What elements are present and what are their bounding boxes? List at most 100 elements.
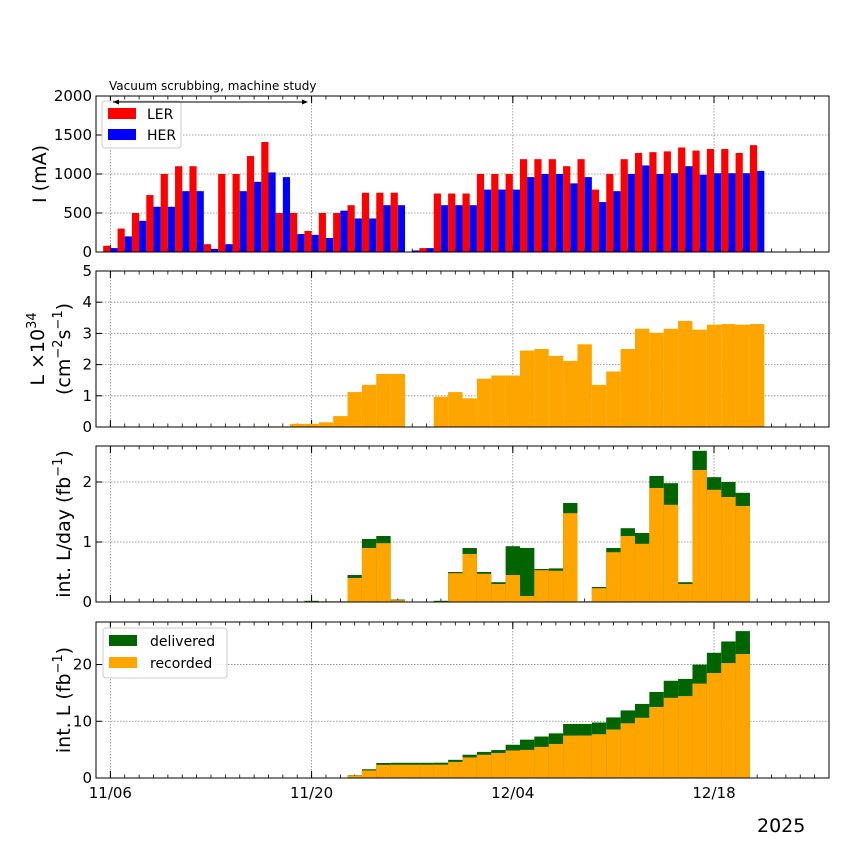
ler-bar xyxy=(448,193,456,252)
lumi-legend: delivered recorded xyxy=(102,627,228,679)
luminosity-bar xyxy=(433,396,449,427)
her-bar xyxy=(325,237,334,252)
her-bar xyxy=(599,202,607,252)
x-tick-label: 12/18 xyxy=(692,784,735,802)
luminosity-bar xyxy=(749,324,765,427)
luminosity-bar xyxy=(563,360,578,427)
luminosity-bar xyxy=(606,371,621,427)
recorded-bar xyxy=(649,488,664,602)
her-bar xyxy=(282,177,291,252)
annotation-arrow xyxy=(113,99,308,105)
recorded-bar xyxy=(347,775,362,778)
recorded-bar xyxy=(534,570,549,602)
ler-bar xyxy=(505,174,513,252)
recorded-bar xyxy=(376,764,391,778)
her-bar xyxy=(570,183,578,252)
luminosity-bar xyxy=(706,324,722,427)
luminosity-bar xyxy=(347,392,362,427)
ler-bar xyxy=(433,193,441,252)
luminosity-bar xyxy=(448,392,463,427)
her-bar xyxy=(498,189,506,252)
luminosity-bar xyxy=(505,375,520,427)
ler-bar xyxy=(347,205,355,252)
y-tick-label: 1500 xyxy=(54,126,92,144)
recorded-bar xyxy=(563,513,578,602)
her-bar xyxy=(440,205,449,252)
ler-bar xyxy=(131,213,140,252)
luminosity-bar xyxy=(318,422,334,427)
recorded-bar xyxy=(519,749,535,778)
y-axis-label-line2: (cm−2s−1) xyxy=(51,303,75,395)
y-tick-label: 3 xyxy=(82,324,92,342)
legend-swatch-ler xyxy=(108,108,136,119)
recorded-bar xyxy=(706,672,722,778)
ler-bar xyxy=(534,159,542,252)
legend-swatch-her xyxy=(108,129,136,140)
daily-lumi-panel: 0 1 2 int. L/day (fb−1) xyxy=(51,445,830,611)
luminosity-bar xyxy=(290,423,305,427)
her-bar xyxy=(167,206,176,252)
her-bar xyxy=(613,191,621,252)
ler-bar xyxy=(692,150,700,252)
annotation-text: Vacuum scrubbing, machine study xyxy=(109,79,316,93)
luminosity-bar xyxy=(491,375,506,427)
luminosity-bar xyxy=(548,355,564,427)
her-bar xyxy=(627,174,635,252)
her-bar xyxy=(714,173,722,252)
axes-frame xyxy=(95,95,830,253)
her-bar xyxy=(757,170,765,252)
luminosity-bar xyxy=(692,329,707,427)
her-bar xyxy=(196,191,204,252)
recorded-bar xyxy=(376,543,391,602)
recorded-bar xyxy=(634,717,650,778)
recorded-bar xyxy=(591,734,607,778)
recorded-bar xyxy=(577,735,592,778)
luminosity-bar xyxy=(534,349,549,427)
ler-bar xyxy=(591,189,600,252)
recorded-bar xyxy=(419,764,434,778)
her-bar xyxy=(153,206,161,252)
ler-bar xyxy=(678,147,686,252)
y-tick-label: 0 xyxy=(82,243,92,261)
recorded-bar xyxy=(390,600,406,602)
x-tick-label: 11/20 xyxy=(290,784,333,802)
x-tick-label: 11/06 xyxy=(89,784,132,802)
luminosity-bar xyxy=(376,373,391,427)
y-axis-label-line1: L ×1034 xyxy=(25,312,49,385)
ler-bar xyxy=(634,152,643,252)
recorded-bar xyxy=(721,663,736,778)
ler-bar xyxy=(749,145,758,252)
axes-frame xyxy=(95,270,830,428)
recorded-bar xyxy=(663,504,679,602)
ler-bar xyxy=(706,149,715,252)
luminosity-bar xyxy=(462,398,477,427)
ler-bar xyxy=(376,192,384,252)
luminosity-bar xyxy=(591,384,607,427)
recorded-bar xyxy=(462,757,477,778)
recorded-bar xyxy=(678,696,693,778)
y-tick-label: 5 xyxy=(82,262,92,280)
her-bar xyxy=(268,172,276,252)
luminosity-bar xyxy=(678,320,693,427)
legend-label-ler: LER xyxy=(147,107,174,123)
ler-bar xyxy=(419,248,427,252)
her-bar xyxy=(584,177,592,252)
luminosity-bar xyxy=(519,350,535,427)
ler-bar xyxy=(275,213,283,252)
ler-bar xyxy=(103,245,111,252)
her-bar xyxy=(670,173,679,252)
ler-bar xyxy=(649,152,657,252)
recorded-bar xyxy=(649,706,664,778)
legend-label-recorded: recorded xyxy=(150,656,212,672)
recorded-bar xyxy=(534,746,549,778)
ler-bar xyxy=(246,156,255,252)
ler-bar xyxy=(361,192,370,252)
ler-bar xyxy=(390,192,398,252)
ler-bar xyxy=(304,230,312,252)
y-tick-label: 4 xyxy=(82,293,92,311)
her-bar xyxy=(699,174,707,252)
recorded-bar xyxy=(476,754,492,778)
her-bar xyxy=(311,234,319,252)
her-bar xyxy=(397,205,406,252)
recorded-bar xyxy=(563,735,578,778)
